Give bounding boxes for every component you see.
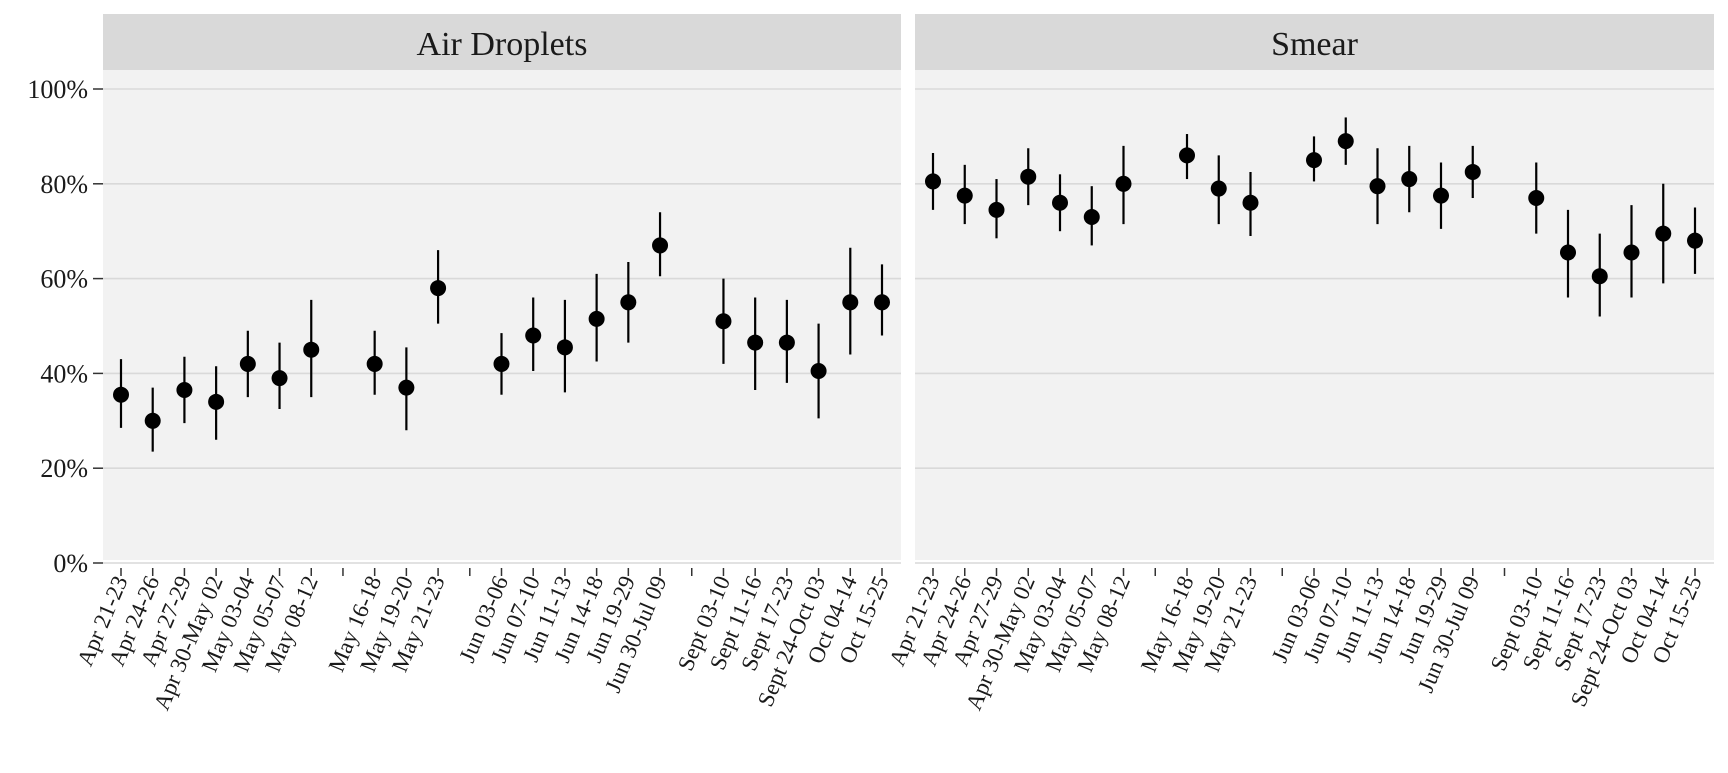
data-point [556, 339, 573, 356]
data-point [715, 313, 732, 330]
data-point [1242, 194, 1259, 211]
data-point [1337, 133, 1354, 150]
data-point [588, 310, 605, 327]
data-point [1210, 180, 1227, 197]
y-tick-label: 80% [40, 170, 88, 199]
data-point [1369, 178, 1386, 195]
data-point [1433, 187, 1449, 204]
strip-label-smear: Smear [1271, 26, 1359, 63]
data-point [1179, 147, 1195, 164]
strip-air-droplets [103, 14, 901, 70]
data-point [778, 334, 795, 351]
data-point [1115, 175, 1132, 192]
data-point [271, 370, 288, 387]
data-point [1591, 268, 1608, 285]
data-point [1623, 244, 1640, 261]
data-point [988, 201, 1005, 218]
data-point [144, 412, 161, 429]
data-point [1083, 208, 1100, 225]
data-point [956, 187, 973, 204]
data-point [747, 334, 764, 351]
data-point [366, 355, 383, 372]
y-tick-label: 60% [40, 265, 88, 294]
data-point [1528, 190, 1545, 207]
y-tick-label: 40% [40, 359, 88, 388]
y-tick-label: 20% [40, 454, 88, 483]
data-point [176, 381, 193, 398]
data-point [925, 173, 941, 190]
y-tick-label: 100% [27, 75, 88, 104]
strip-label-air-droplets: Air Droplets [417, 26, 588, 63]
data-point [1052, 194, 1068, 211]
data-point [1464, 163, 1481, 180]
data-point [620, 294, 637, 311]
data-point [303, 341, 320, 358]
data-point [1687, 232, 1703, 249]
panel-background-air-droplets [103, 70, 901, 560]
strip-smear [915, 14, 1714, 70]
data-point [239, 355, 256, 372]
data-point [652, 237, 669, 254]
data-point [810, 363, 827, 380]
data-point [1655, 225, 1672, 242]
data-point [113, 386, 129, 403]
data-point [842, 294, 859, 311]
data-point [430, 280, 447, 297]
data-point [208, 393, 225, 410]
data-point [1020, 168, 1037, 185]
data-point [398, 379, 415, 396]
data-point [1306, 152, 1322, 169]
data-point [1401, 171, 1418, 188]
data-point [1560, 244, 1576, 261]
y-tick-label: 0% [53, 549, 88, 578]
data-point [493, 355, 510, 372]
data-point [874, 294, 890, 311]
data-point [525, 327, 542, 344]
